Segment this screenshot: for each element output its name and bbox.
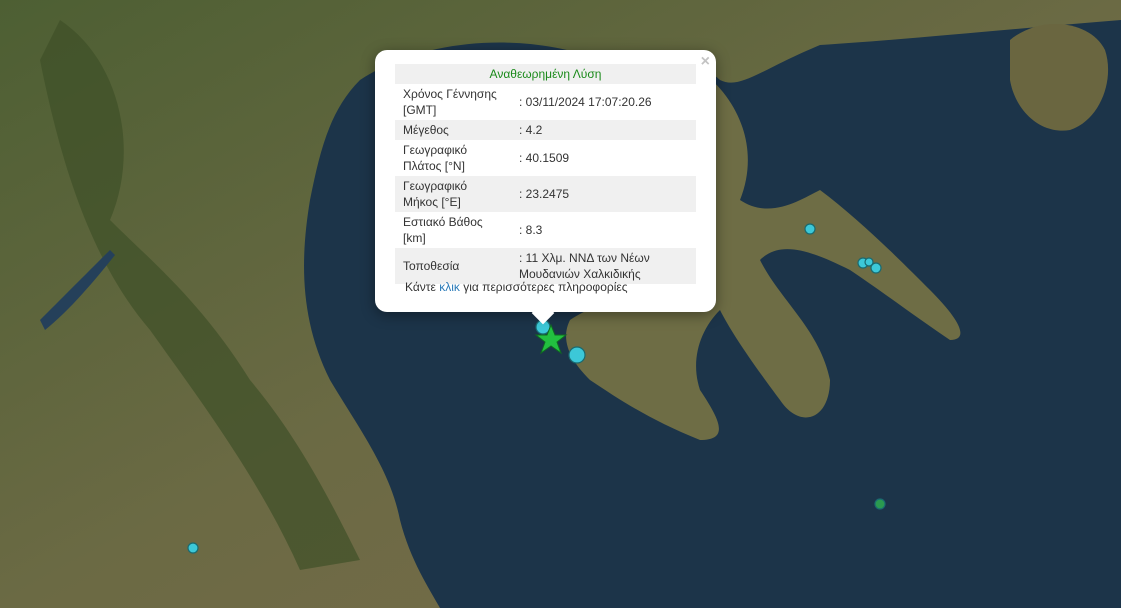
row-value: : 4.2	[511, 120, 696, 140]
row-label: Γεωγραφικό Πλάτος [°N]	[403, 143, 468, 173]
table-row: Χρόνος Γέννησης [GMT] : 03/11/2024 17:07:…	[395, 84, 696, 120]
epicenter-star-icon[interactable]	[534, 323, 568, 355]
table-row: Τοποθεσία: 11 Χλμ. ΝΝΔ των Νέων Μουδανιώ…	[395, 248, 696, 284]
row-label: Χρόνος Γέννησης [GMT]	[403, 87, 497, 117]
marker[interactable]	[870, 262, 882, 274]
more-suffix: για περισσότερες πληροφορίες	[459, 280, 628, 294]
dark-mountains	[40, 20, 360, 570]
earthquake-details-table: Αναθεωρημένη Λύση Χρόνος Γέννησης [GMT]:…	[395, 64, 696, 284]
table-row: Γεωγραφικό Πλάτος [°N] : 40.1509	[395, 140, 696, 176]
row-value: : 23.2475	[511, 176, 696, 212]
marker[interactable]	[874, 498, 886, 510]
table-row: Εστιακό Βάθος [km] : 8.3	[395, 212, 696, 248]
marker[interactable]	[804, 223, 816, 235]
marker[interactable]	[864, 257, 874, 267]
row-value: : 11 Χλμ. ΝΝΔ των Νέων Μουδανιών Χαλκιδι…	[511, 248, 696, 284]
row-label: Εστιακό Βάθος [km]	[403, 215, 483, 245]
row-value: : 8.3	[519, 223, 543, 237]
marker[interactable]	[568, 346, 586, 364]
lake	[40, 250, 115, 330]
thasos-island	[1010, 23, 1109, 131]
more-info: Κάντε κλικ για περισσότερες πληροφορίες	[405, 280, 628, 294]
table-row: Μέγεθος: 4.2	[395, 120, 696, 140]
row-value: : 03/11/2024 17:07:20.26	[519, 95, 652, 109]
close-icon[interactable]: ×	[700, 53, 710, 70]
earthquake-popup: × Αναθεωρημένη Λύση Χρόνος Γέννησης [GMT…	[375, 50, 716, 325]
popup-title: Αναθεωρημένη Λύση	[395, 64, 696, 84]
row-value: : 40.1509	[519, 151, 570, 165]
row-label: Γεωγραφικό Μήκος [°E]	[395, 176, 511, 212]
earthquake-markers	[187, 223, 886, 554]
marker[interactable]	[187, 542, 199, 554]
more-prefix: Κάντε	[405, 280, 440, 294]
row-label: Μέγεθος	[395, 120, 511, 140]
row-label: Τοποθεσία	[395, 248, 511, 284]
chalkidiki-peninsula	[566, 70, 961, 440]
table-row: Γεωγραφικό Μήκος [°E]: 23.2475	[395, 176, 696, 212]
more-info-link[interactable]: κλικ	[439, 280, 460, 294]
